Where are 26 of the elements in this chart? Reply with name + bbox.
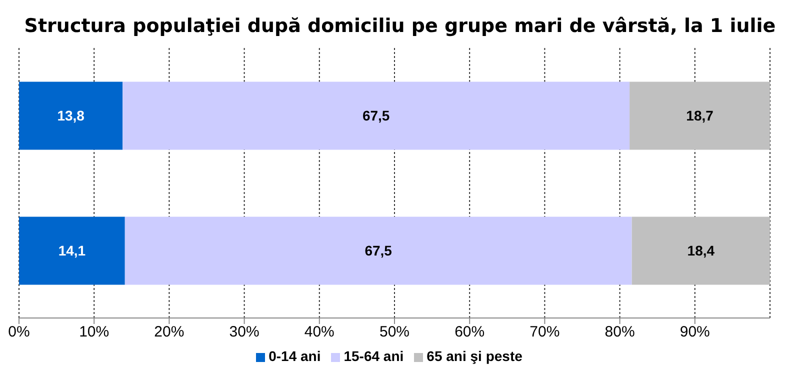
bar [122,82,630,150]
data-label: 14,1 [58,242,86,259]
legend-label: 15-64 ani [344,348,404,364]
data-label: 18,7 [686,108,714,124]
x-tick-label: 50% [379,324,410,341]
x-tick-label: 0% [8,324,30,341]
x-tick-label: 10% [79,324,110,341]
bar [632,216,770,285]
chart-title: Structura populaţiei după domiciliu pe grupe mari de vârstă, la 1 iulie [23,14,777,39]
x-tick-label: 80% [604,324,635,341]
x-tick-label: 40% [304,324,334,341]
data-label: 18,4 [687,242,715,259]
legend-label: 65 ani şi peste [426,348,522,364]
x-tick-label: 20% [154,324,184,341]
x-tick-label: 30% [229,324,260,341]
bar [124,216,632,285]
x-tick-label: 60% [454,324,485,341]
bar [19,82,123,150]
x-tick-label: 90% [680,324,710,341]
legend-label: 0-14 ani [268,348,321,364]
x-tick-label: 70% [530,324,560,341]
data-label: 67,5 [362,108,390,124]
data-label: 13,8 [57,108,85,124]
bar [19,216,125,285]
bar [630,82,770,150]
data-label: 67,5 [364,242,392,259]
